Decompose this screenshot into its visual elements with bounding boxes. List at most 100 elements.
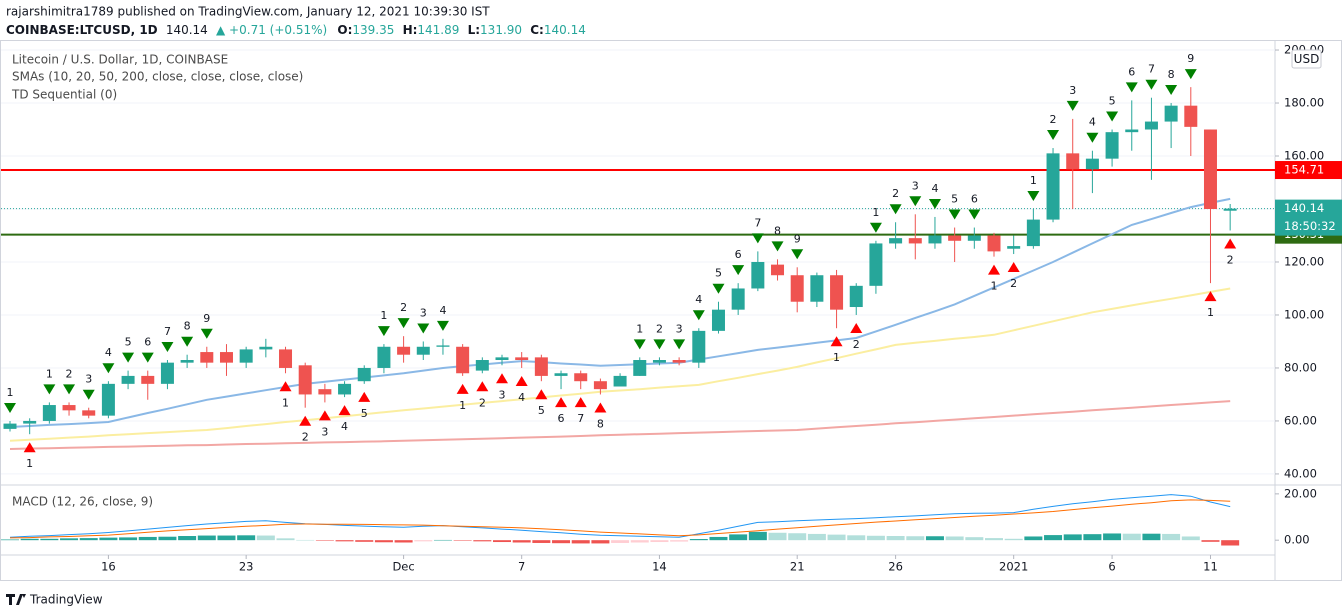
candle-body bbox=[101, 383, 115, 416]
y-tick-label: 20.00 bbox=[1284, 486, 1317, 500]
histogram-bar bbox=[630, 540, 649, 543]
td-sell-marker bbox=[771, 241, 784, 252]
candle-body bbox=[239, 349, 253, 363]
td-buy-marker bbox=[456, 383, 469, 394]
td-sell-marker bbox=[102, 363, 115, 374]
candle-body bbox=[652, 360, 666, 363]
td-count: 4 bbox=[341, 420, 348, 433]
histogram-bar bbox=[768, 532, 787, 541]
candle-body bbox=[987, 235, 1001, 252]
ohlc-value: 140.14 bbox=[544, 23, 586, 37]
histogram-bar bbox=[729, 534, 748, 541]
td-buy-marker bbox=[1204, 291, 1217, 302]
candle-body bbox=[889, 238, 903, 244]
histogram-bar bbox=[689, 539, 708, 541]
td-sell-marker bbox=[909, 196, 922, 207]
td-sell-marker bbox=[4, 402, 16, 413]
td-sell-marker bbox=[43, 384, 56, 395]
td-count: 2 bbox=[302, 431, 309, 444]
td-sell-marker bbox=[928, 198, 941, 209]
td-count: 9 bbox=[1187, 52, 1194, 65]
td-count: 6 bbox=[735, 248, 742, 261]
candle-body bbox=[928, 235, 942, 244]
histogram-bar bbox=[788, 533, 807, 541]
histogram-bar bbox=[414, 540, 433, 542]
symbol-line: COINBASE:LTCUSD, 1D 140.14 ▲ +0.71 (+0.5… bbox=[6, 23, 586, 37]
histogram-bar bbox=[99, 537, 118, 541]
histogram-bar bbox=[355, 540, 374, 542]
td-count: 5 bbox=[125, 336, 132, 349]
histogram-bar bbox=[748, 531, 767, 541]
symbol: COINBASE:LTCUSD, 1D bbox=[6, 23, 158, 37]
histogram-bar bbox=[1044, 535, 1063, 541]
td-sell-marker bbox=[751, 233, 764, 244]
td-sell-marker bbox=[436, 320, 449, 331]
candle-body bbox=[141, 375, 155, 384]
candle-body bbox=[593, 381, 607, 390]
x-tick-label: 11 bbox=[1203, 560, 1218, 574]
td-count: 1 bbox=[636, 322, 643, 335]
histogram-bar bbox=[866, 535, 885, 541]
td-count: 2 bbox=[66, 367, 73, 380]
td-sell-marker bbox=[1027, 190, 1040, 201]
ohlc-key: O: bbox=[337, 23, 352, 37]
candle-body bbox=[219, 352, 233, 363]
td-count: 7 bbox=[577, 412, 584, 425]
td-count: 1 bbox=[282, 396, 289, 409]
td-count: 1 bbox=[1030, 174, 1037, 187]
histogram-bar bbox=[1162, 533, 1181, 541]
candle-body bbox=[751, 261, 765, 289]
candle-body bbox=[1164, 105, 1178, 122]
price-badge-label: 140.14 bbox=[1284, 201, 1324, 215]
histogram-bar bbox=[1122, 533, 1141, 541]
histogram-bar bbox=[1181, 536, 1200, 541]
histogram-bar bbox=[433, 539, 452, 541]
chart-frame bbox=[0, 40, 1342, 581]
macd-line bbox=[9, 499, 1231, 539]
histogram-bar bbox=[1103, 533, 1122, 541]
td-sell-marker bbox=[1125, 82, 1138, 93]
histogram-bar bbox=[40, 538, 59, 541]
macd-title: MACD (12, 26, close, 9) bbox=[12, 495, 153, 509]
histogram-bar bbox=[945, 536, 964, 541]
td-count: 4 bbox=[931, 182, 938, 195]
histogram-bar bbox=[394, 540, 413, 543]
candle-body bbox=[1203, 129, 1217, 209]
td-count: 1 bbox=[46, 367, 53, 380]
ohlc-value: 131.90 bbox=[480, 23, 522, 37]
td-count: 3 bbox=[321, 425, 328, 438]
histogram-bar bbox=[1004, 538, 1023, 541]
candle-body bbox=[692, 330, 706, 363]
y-tick-label: 160.00 bbox=[1284, 149, 1324, 163]
td-buy-marker bbox=[318, 410, 331, 421]
td-buy-marker bbox=[850, 322, 863, 333]
td-buy-marker bbox=[1007, 262, 1020, 273]
candle-body bbox=[180, 360, 194, 363]
histogram-bar bbox=[453, 540, 472, 541]
candle-body bbox=[731, 288, 745, 310]
histogram-bar bbox=[670, 540, 689, 542]
histogram-bar bbox=[827, 534, 846, 541]
candle-body bbox=[416, 346, 430, 355]
histogram-bar bbox=[925, 536, 944, 541]
histogram-bar bbox=[158, 536, 177, 541]
currency-box[interactable] bbox=[1291, 49, 1322, 69]
histogram-bar bbox=[296, 539, 315, 541]
td-buy-marker bbox=[594, 402, 607, 413]
td-count: 4 bbox=[105, 346, 112, 359]
price-badge bbox=[1275, 161, 1342, 180]
td-count: 1 bbox=[872, 206, 879, 219]
ohlc-value: 141.89 bbox=[417, 23, 459, 37]
td-sell-marker bbox=[1066, 100, 1079, 111]
x-tick-label: Dec bbox=[392, 560, 414, 574]
histogram-bar bbox=[1063, 534, 1082, 541]
candle-body bbox=[534, 357, 548, 376]
candle-body bbox=[633, 360, 647, 376]
td-count: 8 bbox=[597, 417, 604, 430]
sma-line bbox=[9, 197, 1231, 428]
histogram-bar bbox=[79, 538, 98, 541]
histogram-bar bbox=[217, 535, 236, 541]
histogram-bar bbox=[119, 537, 138, 541]
td-count: 6 bbox=[971, 193, 978, 206]
sma-line bbox=[9, 400, 1231, 450]
